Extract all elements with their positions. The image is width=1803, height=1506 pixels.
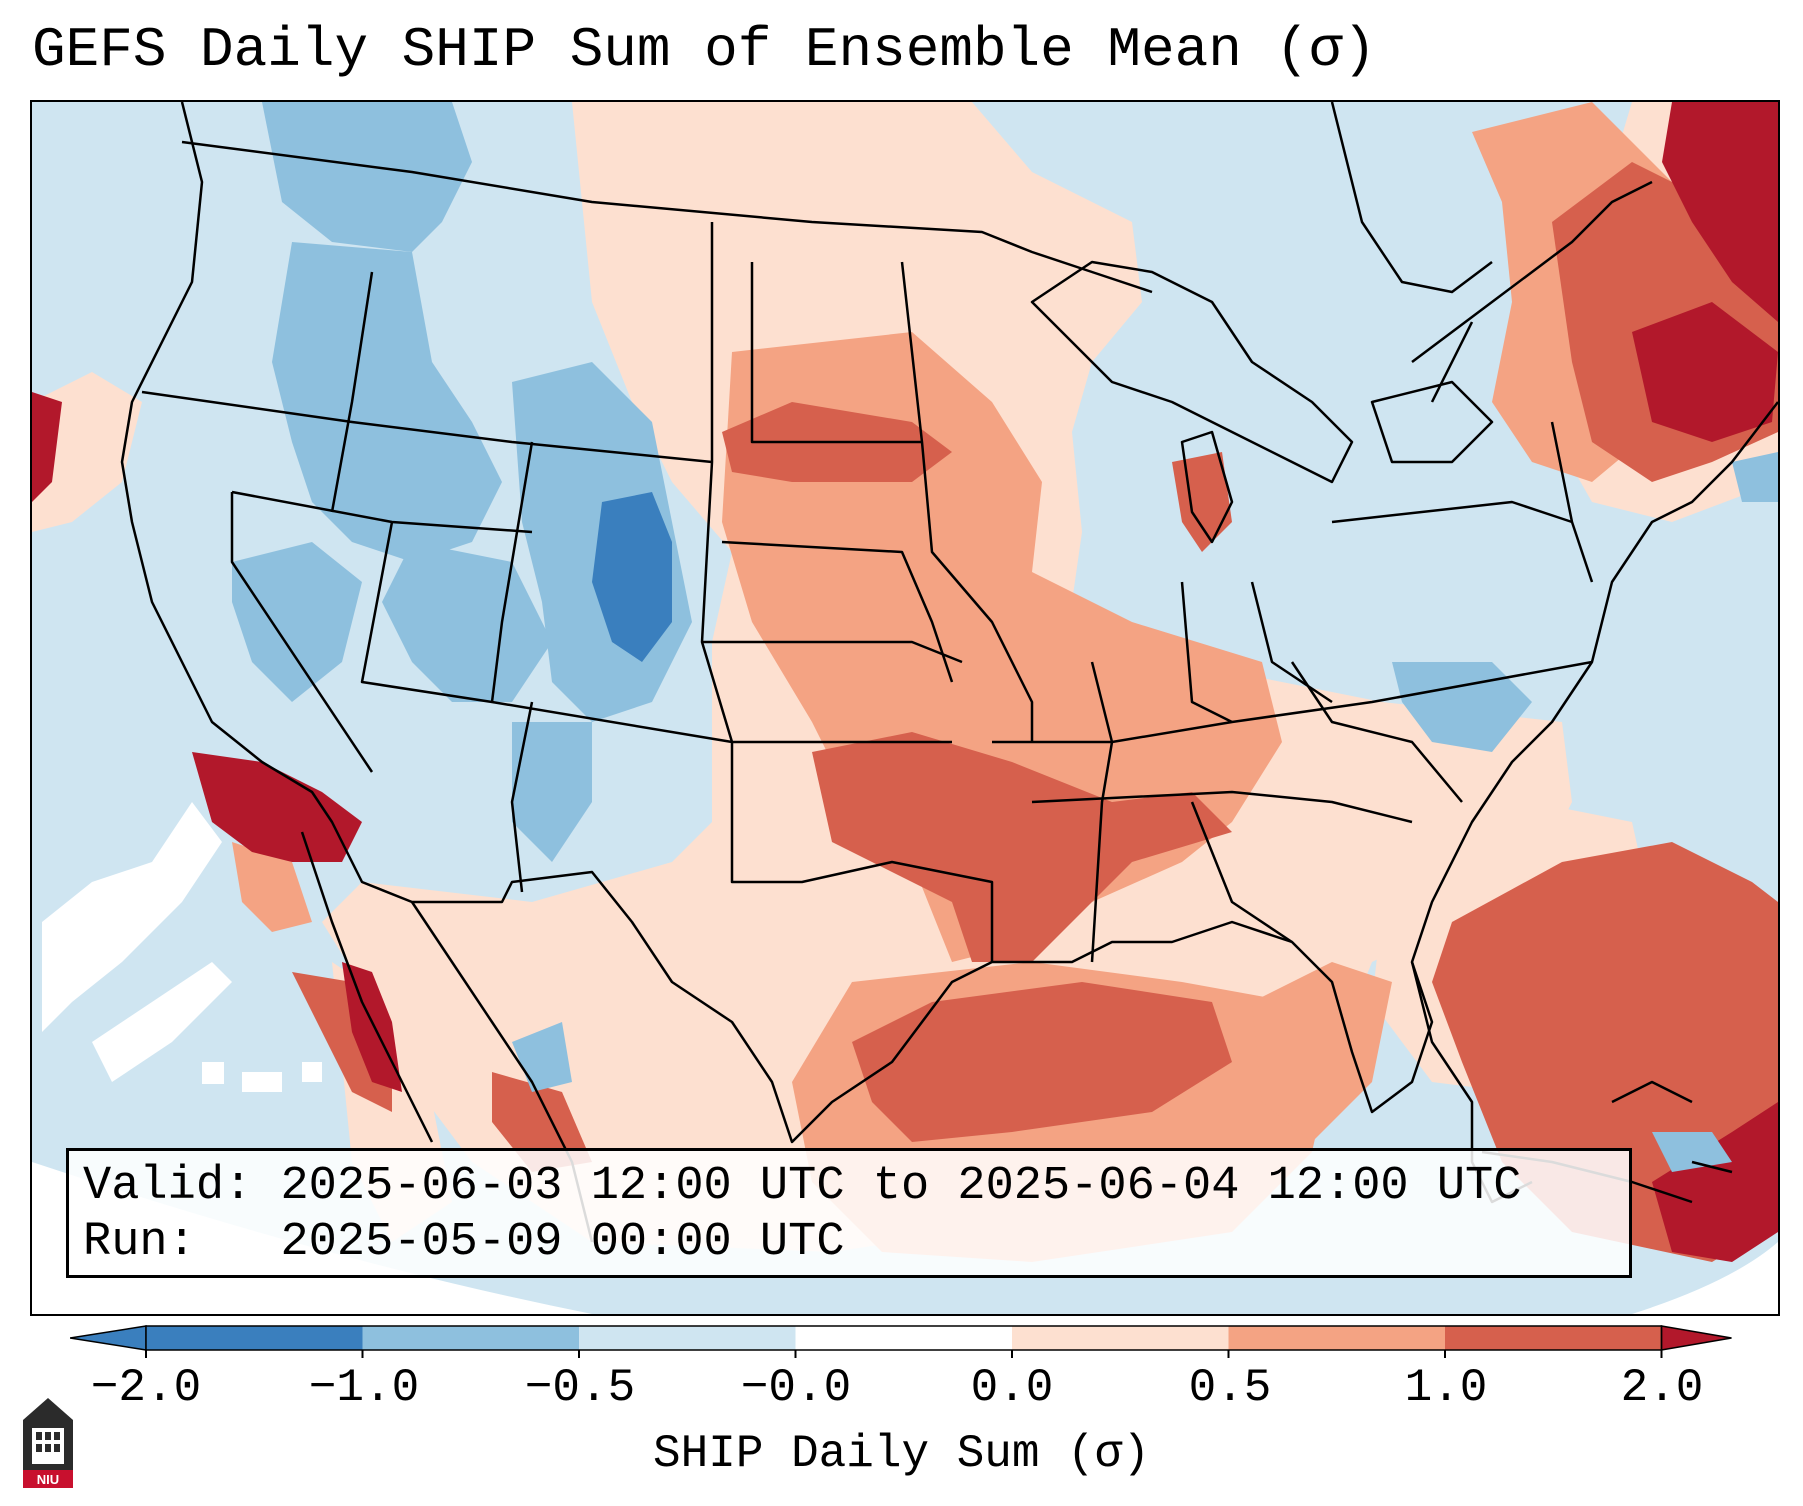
tick-label-7: 2.0 — [1620, 1362, 1704, 1414]
tick-label-3: −0.0 — [740, 1362, 852, 1414]
colorbar-cell — [795, 1326, 1013, 1350]
map-title: GEFS Daily SHIP Sum of Ensemble Mean (σ) — [32, 18, 1377, 82]
colorbar-frame — [145, 1325, 1663, 1351]
colorbar-cell — [1445, 1326, 1662, 1350]
logo-text: NIU — [37, 1472, 59, 1487]
colorbar — [70, 1325, 1732, 1358]
tick-label-0: −2.0 — [90, 1362, 202, 1414]
dark-blue-regions — [592, 492, 672, 662]
tick-label-1: −1.0 — [308, 1362, 420, 1414]
tick-label-4: 0.0 — [970, 1362, 1054, 1414]
niu-logo-icon: NIU — [23, 1398, 73, 1488]
projection-edge-right — [1632, 1242, 1778, 1314]
tick-label-2: −0.5 — [524, 1362, 636, 1414]
colorbar-cells — [70, 1325, 1732, 1358]
run-value: 2025-05-09 00:00 UTC — [280, 1216, 845, 1269]
colorbar-cell — [579, 1326, 796, 1350]
colorbar-cell — [362, 1326, 580, 1350]
coastlines-and-borders — [120, 102, 1778, 1243]
colorbar-cell — [1228, 1326, 1446, 1350]
run-label: Run: — [83, 1216, 196, 1269]
colorbar-ticks: −2.0 −1.0 −0.5 −0.0 0.0 0.5 1.0 2.0 — [0, 1362, 1803, 1422]
colorbar-extend-low — [70, 1325, 147, 1351]
colorbar-extend-high — [1660, 1325, 1732, 1351]
valid-value: 2025-06-03 12:00 UTC to 2025-06-04 12:00… — [280, 1160, 1522, 1213]
info-box: Valid: 2025-06-03 12:00 UTC to 2025-06-0… — [66, 1148, 1632, 1278]
valid-label: Valid: — [83, 1160, 253, 1213]
tick-label-5: 0.5 — [1188, 1362, 1272, 1414]
pacific-white-patches — [42, 802, 322, 1092]
ship-map — [32, 102, 1778, 1314]
tick-label-6: 1.0 — [1404, 1362, 1488, 1414]
colorbar-cell — [146, 1326, 363, 1350]
dark-red-regions — [32, 102, 1778, 1262]
colorbar-cell — [1012, 1326, 1229, 1350]
map-panel — [30, 100, 1780, 1316]
colorbar-label: SHIP Daily Sum (σ) — [653, 1428, 1150, 1480]
